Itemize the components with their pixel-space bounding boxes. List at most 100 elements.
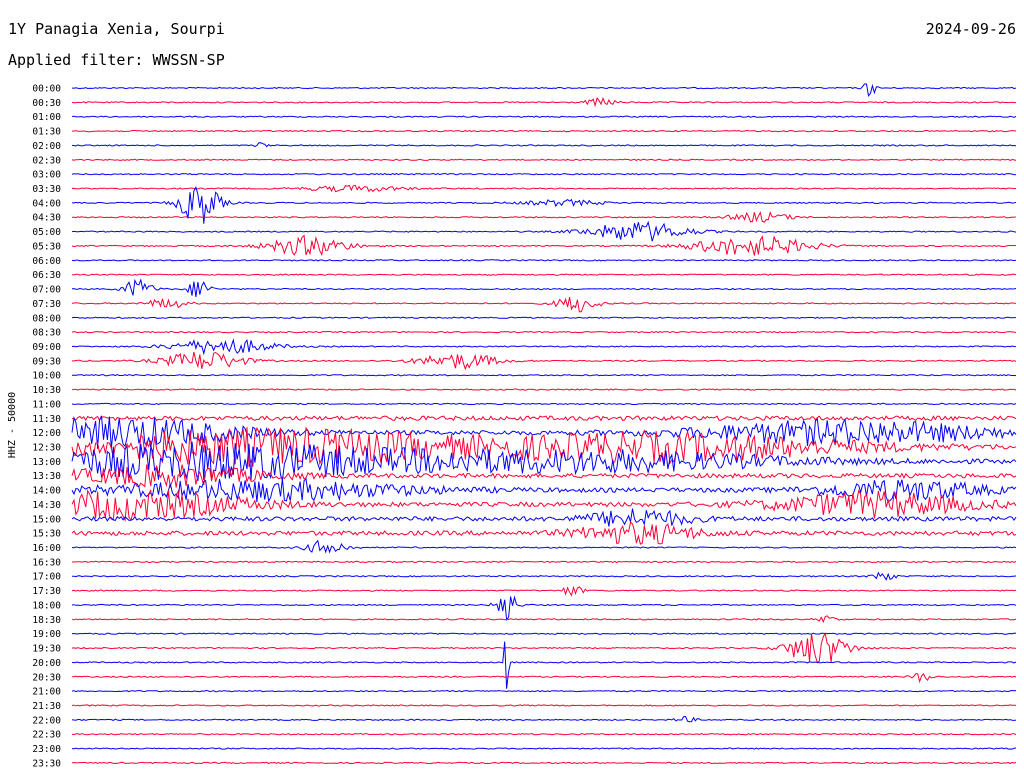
seismic-trace	[71, 173, 1017, 176]
row-time-label: 05:30	[32, 241, 61, 252]
row-time-label: 06:00	[32, 256, 61, 267]
row-time-label: 03:30	[32, 184, 61, 195]
row-time-label: 21:30	[32, 701, 61, 712]
seismic-trace	[71, 673, 1017, 684]
row-time-label: 17:30	[32, 586, 61, 597]
row-time-label: 02:00	[32, 141, 61, 152]
seismic-trace	[71, 539, 1017, 554]
row-time-label: 01:00	[32, 112, 61, 123]
seismic-trace	[71, 441, 1017, 482]
row-time-label: 14:30	[32, 500, 61, 511]
seismic-trace	[71, 316, 1016, 319]
station-title: 1Y Panagia Xenia, Sourpi	[8, 20, 225, 38]
row-time-label: 20:00	[32, 658, 61, 669]
seismic-trace	[71, 560, 1017, 564]
row-time-label: 23:00	[32, 744, 61, 755]
seismic-trace	[71, 259, 1017, 262]
seismic-trace	[71, 415, 1017, 449]
row-time-label: 09:30	[32, 356, 61, 367]
row-time-label: 20:30	[32, 672, 61, 683]
row-time-label: 19:00	[32, 629, 61, 640]
row-time-label: 07:30	[32, 299, 61, 310]
row-time-label: 13:30	[32, 471, 61, 482]
seismic-trace	[71, 715, 1017, 723]
row-time-label: 17:00	[32, 572, 61, 583]
seismic-trace	[71, 689, 1017, 693]
row-time-label: 08:00	[32, 313, 61, 324]
row-time-label: 01:30	[32, 127, 61, 138]
seismic-trace	[71, 733, 1017, 736]
seismic-trace	[71, 115, 1017, 118]
seismic-trace	[71, 402, 1017, 406]
seismic-trace	[71, 508, 1017, 527]
time-labels: 00:00 00:30 01:00 01:30 02:00 02:30 03:00 03:30…	[32, 84, 61, 770]
seismic-trace	[71, 761, 1017, 765]
seismic-trace	[71, 571, 1017, 581]
seismic-trace	[71, 488, 1017, 522]
row-time-label: 05:00	[32, 227, 61, 238]
row-time-label: 15:30	[32, 529, 61, 540]
row-time-label: 06:30	[32, 270, 61, 281]
seismic-trace	[71, 142, 1017, 148]
seismic-trace	[71, 278, 1017, 297]
seismic-trace	[71, 129, 1017, 133]
seismic-trace	[71, 273, 1017, 276]
row-time-label: 11:00	[32, 399, 61, 410]
seismic-trace	[71, 615, 1017, 624]
row-time-label: 16:30	[32, 557, 61, 568]
row-time-label: 11:30	[32, 414, 61, 425]
row-time-label: 14:00	[32, 486, 61, 497]
seismic-trace	[71, 747, 1017, 750]
row-time-label: 09:00	[32, 342, 61, 353]
row-time-label: 23:30	[32, 758, 61, 769]
row-time-label: 00:00	[32, 84, 61, 95]
seismic-trace	[71, 338, 1017, 356]
row-time-label: 07:00	[32, 285, 61, 296]
date-label: 2024-09-26	[925, 20, 1016, 38]
y-axis-label: HHZ - 50000	[7, 392, 18, 458]
row-time-label: 22:00	[32, 715, 61, 726]
seismic-trace	[71, 585, 1017, 597]
seismic-trace	[71, 297, 1016, 313]
seismic-trace	[71, 220, 1017, 242]
row-time-label: 15:00	[32, 514, 61, 525]
row-time-label: 10:00	[32, 371, 61, 382]
row-time-label: 13:00	[32, 457, 61, 468]
seismic-trace	[71, 521, 1017, 545]
row-time-label: 18:30	[32, 615, 61, 626]
filter-label: Applied filter: WWSSN-SP	[8, 51, 225, 69]
row-time-label: 16:00	[32, 543, 61, 554]
row-time-label: 04:30	[32, 213, 61, 224]
seismic-trace	[71, 464, 1017, 488]
seismic-trace	[71, 388, 1017, 391]
seismic-trace	[71, 595, 1017, 621]
seismic-trace	[72, 186, 1017, 224]
row-time-label: 08:30	[32, 328, 61, 339]
seismic-trace	[71, 158, 1017, 161]
row-time-label: 12:00	[32, 428, 61, 439]
seismic-trace	[71, 234, 1017, 257]
seismic-trace	[71, 330, 1017, 334]
row-time-label: 12:30	[32, 443, 61, 454]
seismic-trace	[71, 83, 1017, 97]
row-time-label: 04:00	[32, 198, 61, 209]
seismic-trace	[71, 477, 1017, 503]
seismic-trace	[71, 632, 1017, 635]
row-time-label: 03:00	[32, 170, 61, 181]
row-time-label: 18:00	[32, 600, 61, 611]
seismic-trace	[71, 704, 1017, 707]
row-time-label: 19:30	[32, 644, 61, 655]
seismic-trace	[71, 641, 1017, 689]
row-time-label: 22:30	[32, 730, 61, 741]
seismic-trace	[71, 184, 1016, 193]
seismic-trace	[72, 211, 1017, 223]
seismic-trace	[71, 426, 1017, 468]
seismic-trace	[71, 96, 1016, 108]
seismic-trace	[71, 631, 1017, 664]
row-time-label: 00:30	[32, 98, 61, 109]
row-time-label: 02:30	[32, 155, 61, 166]
seismic-trace	[71, 415, 1017, 422]
trace-group	[71, 83, 1017, 765]
seismic-trace	[71, 374, 1017, 377]
